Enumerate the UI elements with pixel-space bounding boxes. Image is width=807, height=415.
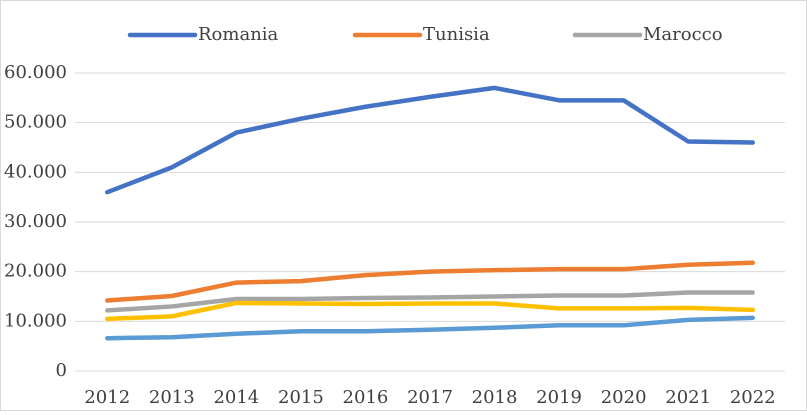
x-tick-label: 2017 <box>407 387 453 408</box>
y-tick-label: 50.000 <box>4 112 67 133</box>
x-tick-label: 2015 <box>278 387 324 408</box>
x-tick-label: 2020 <box>601 387 647 408</box>
x-tick-label: 2019 <box>536 387 582 408</box>
x-tick-label: 2014 <box>213 387 259 408</box>
y-tick-label: 20.000 <box>4 261 67 282</box>
x-tick-label: 2018 <box>472 387 518 408</box>
x-tick-label: 2022 <box>730 387 776 408</box>
x-tick-label: 2016 <box>343 387 389 408</box>
series-line <box>105 85 755 195</box>
series-line <box>105 315 755 341</box>
x-tick-label: 2013 <box>149 387 195 408</box>
legend-label: Romania <box>198 24 279 45</box>
x-tick-label: 2021 <box>665 387 711 408</box>
y-tick-label: 40.000 <box>4 161 67 182</box>
legend-label: Marocco <box>643 24 723 45</box>
series-line <box>105 300 755 322</box>
y-tick-label: 10.000 <box>4 310 67 331</box>
y-tick-label: 60.000 <box>4 62 67 83</box>
y-tick-label: 30.000 <box>4 211 67 232</box>
legend-label: Tunisia <box>423 24 490 45</box>
series-line <box>105 290 755 313</box>
y-tick-label: 0 <box>56 360 67 381</box>
x-tick-label: 2012 <box>84 387 130 408</box>
series-line <box>105 260 755 303</box>
